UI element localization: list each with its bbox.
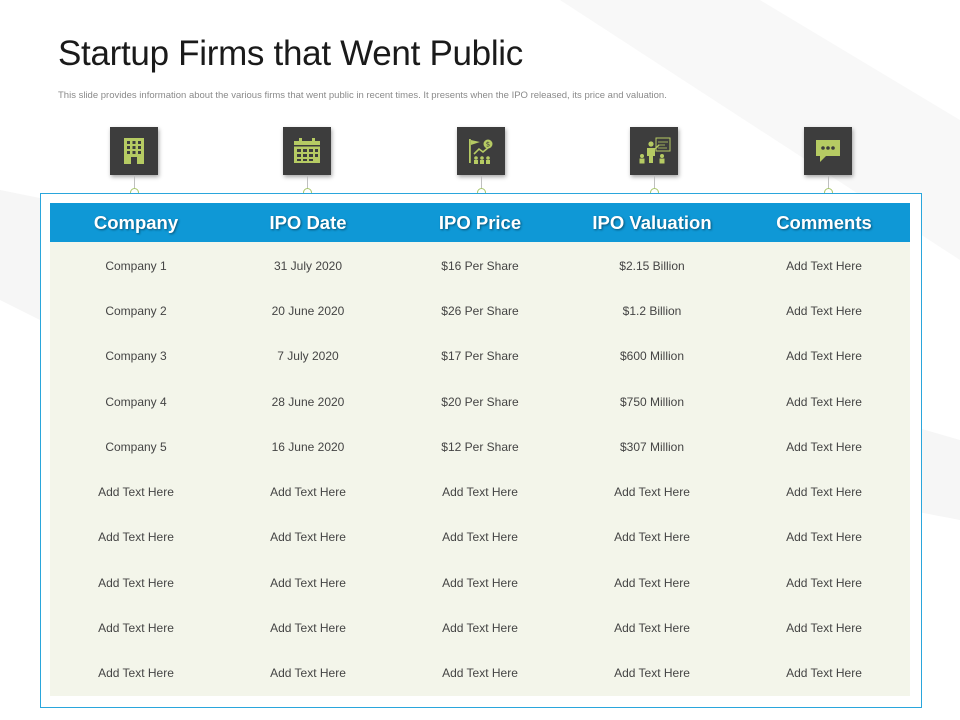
header-ipo-valuation: IPO Valuation bbox=[592, 212, 712, 233]
price-chart-icon: $ bbox=[457, 127, 505, 175]
table-header: Company IPO Date IPO Price IPO Valuation… bbox=[50, 203, 910, 242]
table-cell: Add Text Here bbox=[442, 485, 518, 500]
table-row: Company 1 31 July 2020 $16 Per Share $2.15 … bbox=[50, 243, 910, 288]
table-row: Add Text Here Add Text Here Add Text Here A… bbox=[50, 469, 910, 514]
table-row: Add Text Here Add Text Here Add Text Here A… bbox=[50, 605, 910, 650]
table-cell: Add Text Here bbox=[786, 666, 862, 681]
table-cell: Add Text Here bbox=[98, 666, 174, 681]
connector-line bbox=[654, 175, 655, 189]
table-cell: Add Text Here bbox=[786, 530, 862, 545]
table-cell: Company 5 bbox=[105, 439, 167, 454]
table-cell: Add Text Here bbox=[786, 303, 862, 318]
header-ipo-date: IPO Date bbox=[269, 212, 347, 233]
table-cell: Add Text Here bbox=[786, 258, 862, 273]
table-cell: Company 1 bbox=[105, 258, 167, 273]
table-cell: Company 2 bbox=[105, 303, 167, 318]
table-cell: $1.2 Billion bbox=[622, 303, 682, 318]
calendar-icon bbox=[283, 127, 331, 175]
table-cell: Add Text Here bbox=[98, 621, 174, 636]
table-row: Company 5 16 June 2020 $12 Per Share $307 M… bbox=[50, 424, 910, 469]
table-cell: Add Text Here bbox=[786, 575, 862, 590]
table-cell: Add Text Here bbox=[786, 439, 862, 454]
table-cell: Add Text Here bbox=[270, 530, 346, 545]
table-cell: 20 June 2020 bbox=[271, 303, 345, 318]
table-cell: Add Text Here bbox=[614, 575, 690, 590]
table-row: Company 2 20 June 2020 $26 Per Share $1.2 B… bbox=[50, 288, 910, 333]
page-subtitle: This slide provides information about th… bbox=[58, 90, 667, 101]
table-cell: Add Text Here bbox=[614, 666, 690, 681]
table-cell: $16 Per Share bbox=[441, 258, 519, 273]
table-cell: Add Text Here bbox=[98, 530, 174, 545]
table-cell: Add Text Here bbox=[614, 485, 690, 500]
connector-line bbox=[828, 175, 829, 189]
table-cell: Add Text Here bbox=[98, 575, 174, 590]
table-cell: Add Text Here bbox=[786, 349, 862, 364]
building-icon bbox=[110, 127, 158, 175]
table-row: Add Text Here Add Text Here Add Text Here A… bbox=[50, 560, 910, 605]
table-cell: Add Text Here bbox=[270, 485, 346, 500]
valuation-presentation-icon bbox=[630, 127, 678, 175]
table-cell: Add Text Here bbox=[786, 394, 862, 409]
table-cell: Company 3 bbox=[105, 349, 167, 364]
table-rows: Company 1 31 July 2020 $16 Per Share $2.15 … bbox=[50, 243, 910, 696]
table-row: Add Text Here Add Text Here Add Text Here A… bbox=[50, 515, 910, 560]
page-title: Startup Firms that Went Public bbox=[58, 34, 523, 73]
table-cell: Add Text Here bbox=[442, 666, 518, 681]
table-cell: $600 Million bbox=[619, 349, 685, 364]
table-cell: Add Text Here bbox=[614, 621, 690, 636]
connector-line bbox=[481, 175, 482, 189]
table-cell: Company 4 bbox=[105, 394, 167, 409]
table-cell: 7 July 2020 bbox=[277, 349, 339, 364]
table-cell: Add Text Here bbox=[98, 485, 174, 500]
table-cell: Add Text Here bbox=[786, 485, 862, 500]
table-cell: Add Text Here bbox=[614, 530, 690, 545]
header-ipo-price: IPO Price bbox=[438, 212, 522, 233]
table-cell: $307 Million bbox=[619, 439, 685, 454]
table-row: Add Text Here Add Text Here Add Text Here A… bbox=[50, 651, 910, 696]
header-comments: Comments bbox=[776, 212, 872, 233]
svg-text:$: $ bbox=[486, 141, 490, 149]
table-cell: $17 Per Share bbox=[441, 349, 519, 364]
table-cell: $20 Per Share bbox=[441, 394, 519, 409]
table-body-background bbox=[50, 203, 910, 696]
table-cell: $26 Per Share bbox=[441, 303, 519, 318]
table-cell: 28 June 2020 bbox=[271, 394, 345, 409]
table-row: Company 3 7 July 2020 $17 Per Share $600 Mi… bbox=[50, 334, 910, 379]
chat-bubble-icon bbox=[804, 127, 852, 175]
table-cell: Add Text Here bbox=[442, 621, 518, 636]
table-cell: Add Text Here bbox=[270, 621, 346, 636]
table-cell: $750 Million bbox=[619, 394, 685, 409]
header-company: Company bbox=[93, 212, 179, 233]
table-cell: 31 July 2020 bbox=[273, 258, 343, 273]
table-cell: Add Text Here bbox=[442, 575, 518, 590]
table-cell: $2.15 Billion bbox=[619, 258, 685, 273]
table-cell: Add Text Here bbox=[270, 575, 346, 590]
table-cell: $12 Per Share bbox=[441, 439, 519, 454]
connector-line bbox=[134, 175, 135, 189]
table-cell: Add Text Here bbox=[442, 530, 518, 545]
connector-line bbox=[307, 175, 308, 189]
table-cell: Add Text Here bbox=[786, 621, 862, 636]
table-row: Company 4 28 June 2020 $20 Per Share $750 M… bbox=[50, 379, 910, 424]
table-cell: Add Text Here bbox=[270, 666, 346, 681]
table-cell: 16 June 2020 bbox=[271, 439, 345, 454]
